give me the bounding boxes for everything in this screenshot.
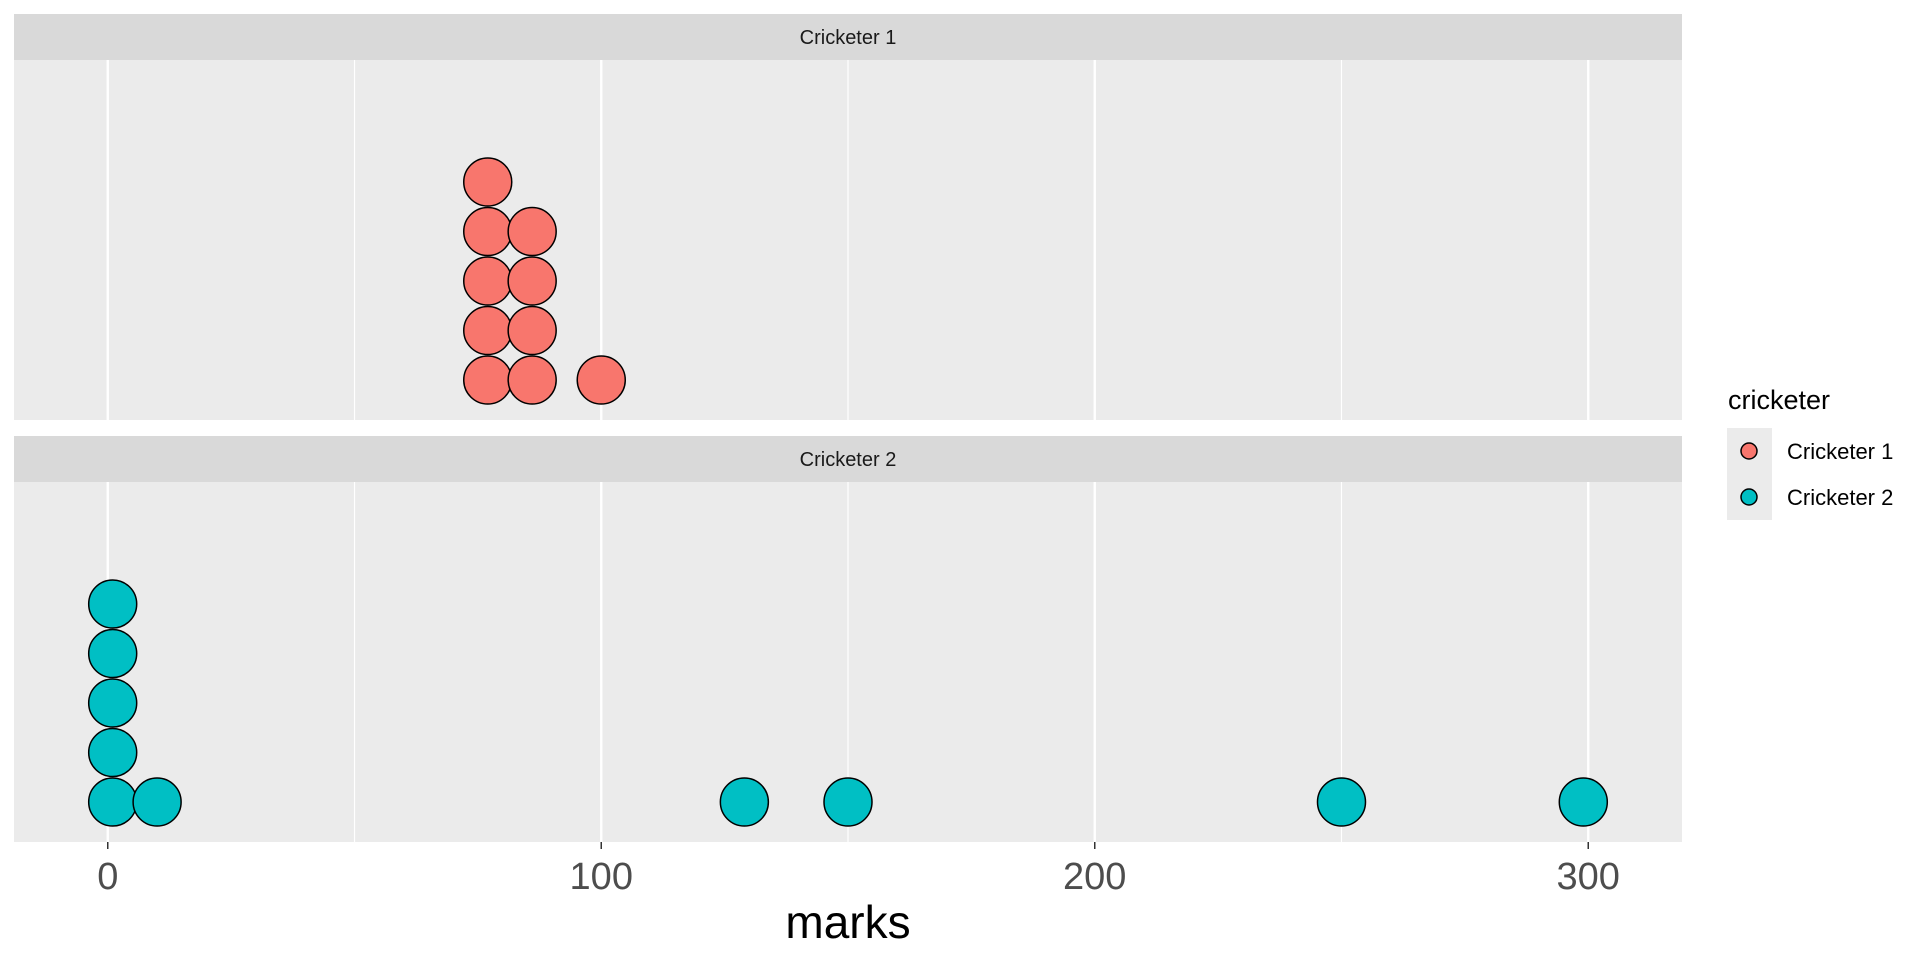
facet-panel-2: Cricketer 2 (14, 436, 1682, 842)
dot-cricketer-2-x10 (132, 777, 182, 827)
dot-cricketer-1-x77 (463, 305, 513, 356)
dot-cricketer-2-x129 (719, 777, 770, 827)
dot-cricketer-2-x250 (1316, 777, 1367, 827)
dot-cricketer-1-x77 (463, 157, 513, 207)
dot-cricketer-1-x77 (463, 355, 513, 405)
dot-cricketer-2-x1 (87, 678, 138, 728)
x-tick-label: 200 (1063, 856, 1126, 898)
dot-cricketer-2-x1 (87, 579, 138, 629)
legend-key-cricketer-2 (1740, 488, 1758, 506)
x-tick-label: 0 (97, 856, 118, 898)
x-tick-label: 100 (570, 856, 633, 898)
legend: cricketer Cricketer 1 Cricketer 2 (1727, 385, 1893, 520)
dot-cricketer-2-x1 (87, 628, 138, 679)
x-tick-label: 300 (1557, 856, 1620, 898)
dot-cricketer-2-x1 (87, 727, 138, 778)
dot-cricketer-2-x1 (87, 777, 138, 827)
facet-strip-label: Cricketer 2 (800, 449, 897, 471)
x-axis: 0 100 200 300 (97, 842, 1620, 898)
legend-key-cricketer-1 (1740, 442, 1758, 460)
dot-cricketer-1-x86 (507, 355, 557, 405)
legend-label-cricketer-1: Cricketer 1 (1787, 439, 1893, 464)
dot-cricketer-1-x100 (576, 355, 627, 405)
x-axis-title: marks (785, 896, 910, 948)
facet-strip-label: Cricketer 1 (800, 27, 897, 49)
facet-strip (14, 14, 1682, 60)
facet-panel-1: Cricketer 1 (14, 14, 1682, 420)
legend-title: cricketer (1728, 385, 1830, 415)
dot-cricketer-1-x86 (507, 305, 557, 356)
dot-cricketer-1-x77 (463, 256, 513, 306)
legend-label-cricketer-2: Cricketer 2 (1787, 485, 1893, 510)
dot-cricketer-1-x86 (507, 206, 557, 257)
dot-cricketer-2-x299 (1558, 777, 1609, 827)
dot-cricketer-1-x86 (507, 256, 557, 306)
dot-cricketer-2-x150 (823, 777, 873, 827)
facet-strip (14, 436, 1682, 482)
dot-cricketer-1-x77 (463, 206, 513, 257)
